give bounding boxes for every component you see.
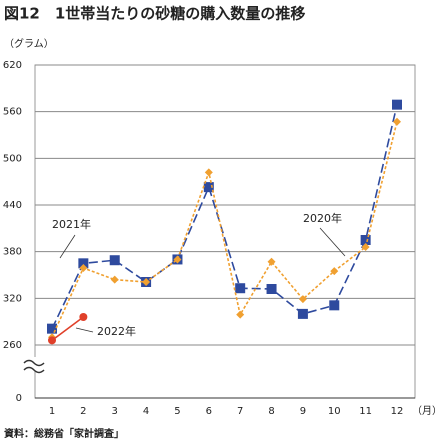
- marker: [330, 267, 339, 276]
- y-tick-label: 260: [3, 340, 22, 351]
- marker: [173, 255, 182, 264]
- marker: [48, 336, 56, 345]
- x-tick-label: 8: [268, 406, 274, 417]
- marker: [266, 284, 277, 294]
- y-tick-label: 560: [3, 107, 22, 118]
- x-tick-label: 10: [328, 406, 341, 417]
- y-tick-label: 0: [16, 393, 22, 404]
- marker: [204, 168, 213, 177]
- marker: [79, 313, 88, 321]
- x-tick-label: 7: [237, 406, 243, 417]
- marker: [267, 257, 276, 266]
- chart-title: 図12 1世帯当たりの砂糖の購入数量の推移: [4, 5, 305, 23]
- y-tick-label: 440: [3, 200, 22, 211]
- series-label: 2021年: [52, 217, 91, 231]
- marker: [360, 235, 371, 245]
- marker: [109, 255, 120, 266]
- marker: [298, 295, 307, 304]
- marker: [361, 243, 370, 251]
- series-label: 2022年: [97, 324, 136, 338]
- x-tick-label: 3: [112, 406, 118, 417]
- x-tick-label: 6: [206, 406, 212, 417]
- marker: [142, 278, 151, 286]
- x-tick-label: 11: [359, 406, 372, 417]
- axis-break: [23, 357, 46, 374]
- marker: [392, 99, 402, 110]
- leader-line: [319, 227, 346, 257]
- series-label: 2020年: [303, 211, 342, 225]
- x-tick-label: 9: [300, 406, 306, 417]
- leader-line: [75, 327, 94, 333]
- x-tick-label: 5: [174, 406, 180, 417]
- series-line: [51, 316, 84, 341]
- y-axis-label: （グラム）: [4, 37, 54, 50]
- marker: [236, 310, 245, 319]
- x-tick-label: 12: [391, 406, 404, 417]
- series-line: [51, 121, 398, 338]
- marker: [235, 283, 246, 294]
- x-tick-label: 1: [49, 406, 55, 417]
- x-axis-label: （月）: [412, 405, 437, 417]
- marker: [110, 275, 119, 284]
- y-tick-label: 380: [3, 247, 22, 258]
- y-tick-label: 500: [3, 153, 22, 164]
- y-tick-label: 320: [3, 293, 22, 304]
- marker: [393, 117, 401, 126]
- leader-line: [59, 234, 76, 259]
- plot-frame: [34, 64, 416, 399]
- y-tick-label: 620: [3, 60, 22, 71]
- marker: [203, 182, 214, 193]
- marker: [297, 308, 308, 319]
- series-line: [51, 104, 398, 330]
- x-tick-label: 2: [80, 406, 86, 417]
- marker: [47, 323, 57, 334]
- marker: [78, 258, 89, 269]
- marker: [79, 264, 88, 272]
- x-tick-label: 4: [143, 406, 149, 417]
- source: 資料：総務省「家計調査」: [4, 427, 124, 440]
- marker: [329, 300, 340, 311]
